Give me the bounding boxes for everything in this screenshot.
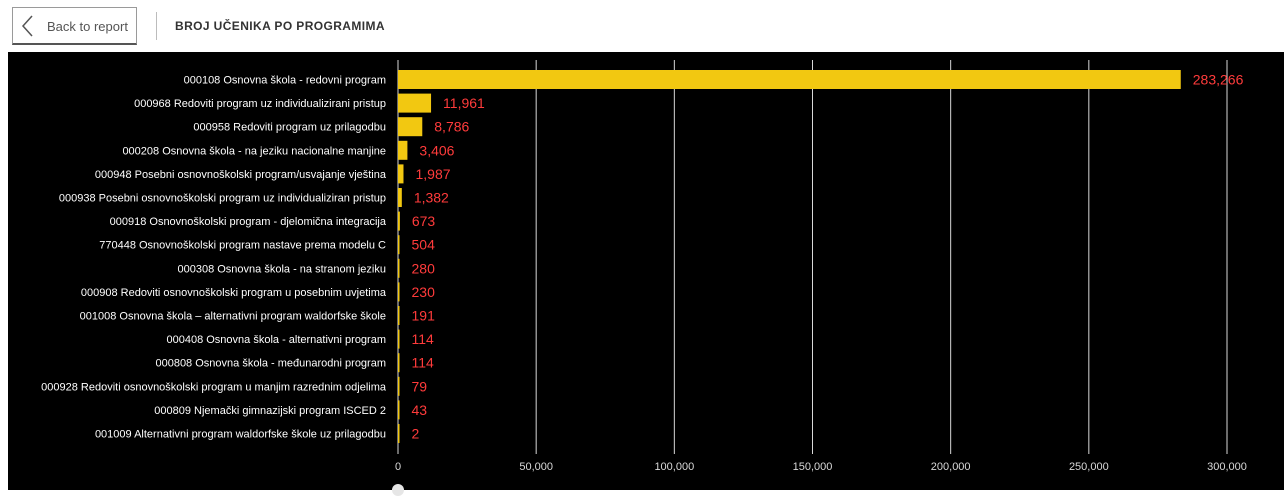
category-label: 000809 Njemački gimnazijski program ISCE… bbox=[154, 405, 386, 417]
bar[interactable] bbox=[398, 70, 1181, 89]
back-to-report-button[interactable]: Back to report bbox=[12, 7, 137, 45]
data-label: 114 bbox=[412, 331, 435, 347]
bar[interactable] bbox=[398, 117, 423, 137]
bar[interactable] bbox=[398, 93, 432, 113]
category-label: 000908 Redoviti osnovnoškolski program u… bbox=[81, 287, 387, 299]
bar[interactable] bbox=[398, 424, 400, 443]
category-label: 001009 Alternativni program waldorfske š… bbox=[95, 429, 386, 441]
category-label: 000308 Osnovna škola - na stranom jeziku bbox=[177, 263, 386, 275]
data-label: 43 bbox=[412, 402, 428, 418]
category-label: 000968 Redoviti program uz individualizi… bbox=[134, 98, 386, 110]
category-label: 770448 Osnovnoškolski program nastave pr… bbox=[99, 240, 386, 252]
scroll-handle[interactable] bbox=[392, 484, 404, 496]
data-label: 11,961 bbox=[443, 95, 485, 111]
page-title: BROJ UČENIKA PO PROGRAMIMA bbox=[175, 19, 385, 33]
data-label: 114 bbox=[412, 355, 435, 371]
x-tick-label: 300,000 bbox=[1207, 461, 1247, 473]
bar[interactable] bbox=[398, 188, 402, 207]
category-label: 000108 Osnovna škola - redovni program bbox=[184, 75, 386, 87]
bar[interactable] bbox=[398, 258, 400, 278]
chevron-left-icon bbox=[21, 15, 33, 37]
x-tick-label: 100,000 bbox=[654, 461, 694, 473]
x-tick-label: 50,000 bbox=[519, 461, 553, 473]
data-label: 504 bbox=[412, 237, 436, 253]
bar[interactable] bbox=[398, 400, 400, 420]
bar-chart: 0 50,000 100,000 150,000 200,000 250,000 300,0… bbox=[41, 60, 1247, 473]
back-button-label: Back to report bbox=[47, 19, 128, 34]
data-label: 79 bbox=[412, 378, 428, 394]
category-label: 000208 Osnovna škola - na jeziku naciona… bbox=[122, 145, 386, 157]
data-label: 280 bbox=[412, 260, 436, 276]
category-label: 000948 Posebni osnovnoškolski program/us… bbox=[95, 169, 387, 181]
category-label: 000938 Posebni osnovnoškolski program uz… bbox=[59, 193, 386, 205]
category-label: 000958 Redoviti program uz prilagodbu bbox=[193, 122, 386, 134]
data-label: 1,382 bbox=[414, 190, 449, 206]
bar[interactable] bbox=[398, 329, 400, 349]
bar[interactable] bbox=[398, 211, 400, 231]
bar[interactable] bbox=[398, 353, 400, 373]
bar[interactable] bbox=[398, 235, 400, 255]
chart-panel: 0 50,000 100,000 150,000 200,000 250,000 300,0… bbox=[8, 52, 1284, 490]
data-label: 283,266 bbox=[1193, 72, 1244, 88]
x-tick-label: 200,000 bbox=[931, 461, 971, 473]
bar[interactable] bbox=[398, 164, 404, 184]
x-tick-label: 0 bbox=[395, 461, 401, 473]
category-label: 000808 Osnovna škola - međunarodni progr… bbox=[155, 358, 386, 370]
category-label: 000928 Redoviti osnovnoškolski program u… bbox=[41, 381, 387, 393]
top-bar: Back to report BROJ UČENIKA PO PROGRAMIM… bbox=[0, 0, 1287, 52]
bar[interactable] bbox=[398, 140, 408, 160]
data-label: 3,406 bbox=[419, 142, 454, 158]
category-label: 000408 Osnovna škola - alternativni prog… bbox=[166, 334, 386, 346]
bar[interactable] bbox=[398, 282, 400, 302]
x-tick-label: 250,000 bbox=[1069, 461, 1109, 473]
data-label: 8,786 bbox=[434, 119, 469, 135]
category-label: 000918 Osnovnoškolski program - djelomič… bbox=[110, 216, 387, 228]
category-label: 001008 Osnovna škola – alternativni prog… bbox=[80, 311, 386, 323]
data-label: 1,987 bbox=[415, 166, 450, 182]
data-label: 673 bbox=[412, 213, 436, 229]
bar[interactable] bbox=[398, 306, 400, 325]
header-divider bbox=[156, 12, 157, 40]
x-tick-label: 150,000 bbox=[793, 461, 833, 473]
data-label: 2 bbox=[412, 426, 420, 442]
data-label: 230 bbox=[412, 284, 436, 300]
data-label: 191 bbox=[412, 308, 436, 324]
bar[interactable] bbox=[398, 376, 400, 396]
